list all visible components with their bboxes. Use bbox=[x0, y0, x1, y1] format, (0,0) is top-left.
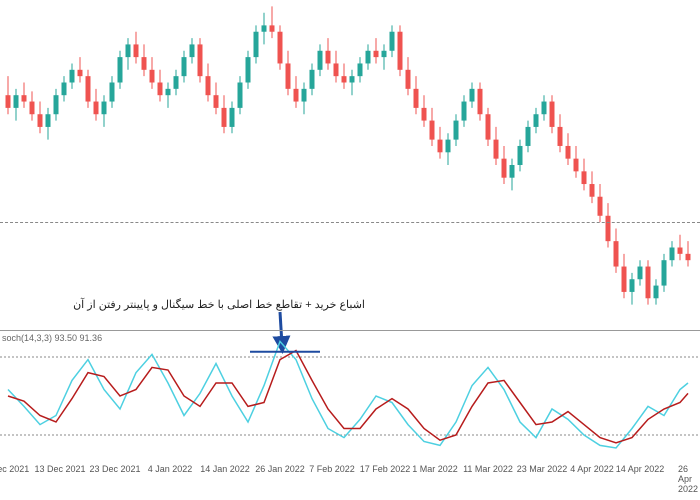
x-tick-label: 23 Dec 2021 bbox=[89, 464, 140, 474]
stochastic-chart bbox=[0, 331, 700, 461]
x-tick-label: 4 Jan 2022 bbox=[148, 464, 193, 474]
candlestick-chart bbox=[0, 0, 700, 330]
x-tick-label: 23 Mar 2022 bbox=[517, 464, 568, 474]
x-tick-label: 17 Feb 2022 bbox=[360, 464, 411, 474]
stochastic-panel: soch(14,3,3) 93.50 91.36 bbox=[0, 330, 700, 460]
chart-container: اشباع خرید + تقاطع خط اصلی با خط سیگنال … bbox=[0, 0, 700, 500]
price-hline bbox=[0, 222, 700, 223]
x-tick-label: 1 Mar 2022 bbox=[412, 464, 458, 474]
annotation-label: اشباع خرید + تقاطع خط اصلی با خط سیگنال … bbox=[73, 298, 365, 311]
x-tick-label: 11 Mar 2022 bbox=[463, 464, 513, 474]
x-tick-label: 14 Apr 2022 bbox=[616, 464, 665, 474]
x-tick-label: 14 Jan 2022 bbox=[200, 464, 250, 474]
price-panel bbox=[0, 0, 700, 330]
indicator-label: soch(14,3,3) 93.50 91.36 bbox=[2, 333, 102, 343]
x-tick-label: 4 Apr 2022 bbox=[570, 464, 614, 474]
x-tick-label: 13 Dec 2021 bbox=[34, 464, 85, 474]
x-tick-label: 7 Feb 2022 bbox=[309, 464, 355, 474]
x-tick-label: Dec 2021 bbox=[0, 464, 29, 474]
x-tick-label: 26 Jan 2022 bbox=[255, 464, 305, 474]
x-axis: Dec 2021 13 Dec 2021 23 Dec 2021 4 Jan 2022… bbox=[0, 460, 700, 500]
x-tick-label: 26 Apr 2022 bbox=[678, 464, 698, 494]
